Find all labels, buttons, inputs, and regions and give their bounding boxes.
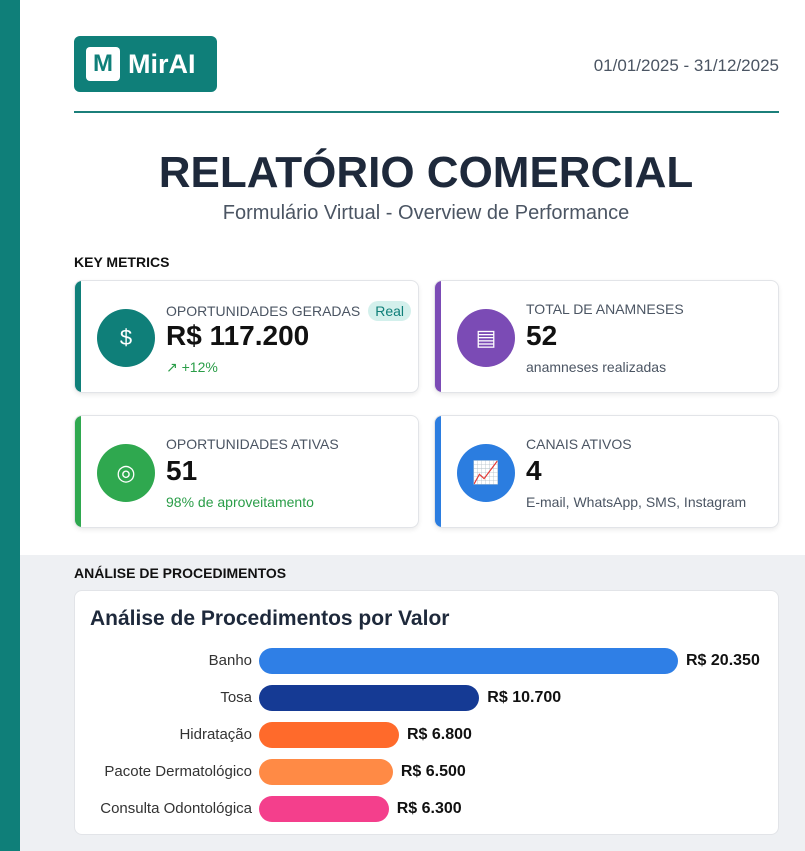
target-icon: ◎ — [97, 444, 155, 502]
status-badge: Real — [368, 301, 412, 321]
bar — [259, 648, 678, 674]
category-label: Consulta Odontológica — [100, 800, 252, 817]
sidebar-accent — [0, 0, 20, 851]
value-label: R$ 6.800 — [407, 726, 472, 743]
chart-row: Tosa R$ 10.700 — [75, 685, 780, 711]
logo: M MirAI — [74, 36, 217, 92]
key-metrics-heading: KEY METRICS — [74, 254, 170, 270]
chart-row: Consulta Odontológica R$ 6.300 — [75, 796, 780, 822]
metric-label: OPORTUNIDADES GERADAS — [166, 303, 361, 319]
metric-value: R$ 117.200 — [166, 320, 310, 351]
metric-label: OPORTUNIDADES ATIVAS — [166, 436, 339, 452]
card-accent — [435, 281, 441, 392]
category-label: Hidratação — [179, 726, 252, 743]
metric-label: CANAIS ATIVOS — [526, 436, 632, 452]
value-label: R$ 6.500 — [400, 763, 466, 780]
metric-value: 4 — [526, 455, 542, 486]
value-label: R$ 10.700 — [487, 689, 562, 706]
analysis-heading: ANÁLISE DE PROCEDIMENTOS — [74, 565, 287, 581]
bar — [259, 796, 389, 822]
metric-subtext: E-mail, WhatsApp, SMS, Instagram — [526, 494, 747, 510]
chart-icon: 📈 — [457, 444, 515, 502]
value-label: R$ 20.350 — [686, 652, 760, 669]
bar — [259, 722, 399, 748]
card-accent — [435, 416, 441, 527]
dollar-icon: $ — [97, 309, 155, 367]
date-range: 01/01/2025 - 31/12/2025 — [593, 56, 779, 75]
bar — [259, 759, 393, 785]
chart-row: Pacote Dermatológico R$ 6.500 — [75, 759, 780, 785]
logo-mark-icon: M — [86, 47, 120, 81]
card-accent — [75, 416, 81, 527]
page-title: RELATÓRIO COMERCIAL — [158, 148, 694, 197]
card-accent — [75, 281, 81, 392]
metric-label: TOTAL DE ANAMNESES — [526, 301, 684, 317]
logo-text: MirAI — [128, 48, 196, 79]
chart-row: Banho R$ 20.350 — [75, 648, 780, 674]
value-label: R$ 6.300 — [396, 800, 462, 817]
page-subtitle: Formulário Virtual - Overview de Perform… — [222, 202, 630, 224]
category-label: Tosa — [220, 689, 252, 706]
metric-subtext: 98% de aproveitamento — [166, 494, 314, 510]
bar — [259, 685, 480, 711]
metric-value: 51 — [166, 455, 198, 486]
metric-subtext: anamneses realizadas — [526, 359, 667, 375]
metric-subtext: ↗ +12% — [166, 359, 218, 375]
metric-value: 52 — [526, 320, 558, 351]
metric-card: ▤ TOTAL DE ANAMNESES 52 anamneses realiz… — [434, 280, 779, 393]
procedures-chart: Análise de Procedimentos por Valor Banho… — [74, 590, 779, 835]
divider — [74, 111, 779, 113]
category-label: Pacote Dermatológico — [104, 763, 252, 780]
chart-title: Análise de Procedimentos por Valor — [90, 607, 450, 630]
metric-card: 📈 CANAIS ATIVOS 4 E-mail, WhatsApp, SMS,… — [434, 415, 779, 528]
category-label: Banho — [208, 652, 252, 669]
metric-card: ◎ OPORTUNIDADES ATIVAS 51 98% de aprovei… — [74, 415, 419, 528]
document-icon: ▤ — [457, 309, 515, 367]
chart-row: Hidratação R$ 6.800 — [75, 722, 780, 748]
metric-card: $ OPORTUNIDADES GERADAS Real R$ 117.200 ↗… — [74, 280, 419, 393]
